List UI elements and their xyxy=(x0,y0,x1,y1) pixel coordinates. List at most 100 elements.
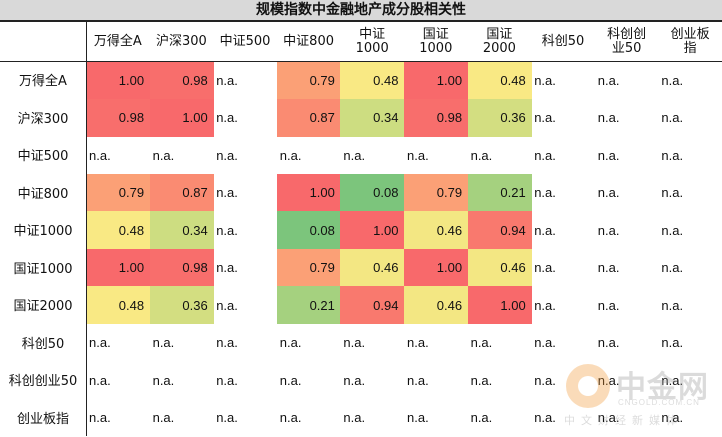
heatmap-cell-na: n.a. xyxy=(534,222,556,238)
heatmap-cell: 0.98 xyxy=(149,248,214,287)
row-header-divider xyxy=(86,22,87,436)
heatmap-cell-na: n.a. xyxy=(216,410,238,425)
heatmap-cell: 0.46 xyxy=(340,248,405,287)
heatmap-cell: 0.46 xyxy=(404,211,469,249)
heatmap-cell: 0.48 xyxy=(86,211,151,249)
heatmap-cell-na: n.a. xyxy=(407,147,429,163)
heatmap-cell-na: n.a. xyxy=(534,72,556,88)
row-header: 中证1000 xyxy=(13,224,73,240)
heatmap-cell: 0.79 xyxy=(86,173,151,212)
heatmap-cell-na: n.a. xyxy=(597,222,620,238)
heatmap-cell-na: n.a. xyxy=(534,335,556,350)
heatmap-cell-na: n.a. xyxy=(534,110,556,125)
heatmap-cell: 0.34 xyxy=(149,211,214,249)
heatmap-cell-na: n.a. xyxy=(661,335,684,350)
column-header: 科创50 xyxy=(541,33,585,49)
watermark-domain: CNGOLD.COM.CN xyxy=(618,398,700,407)
heatmap-cell: 0.36 xyxy=(467,98,532,137)
heatmap-cell: 0.94 xyxy=(467,211,532,249)
heatmap-cell-na: n.a. xyxy=(661,372,684,388)
heatmap-cell: 0.34 xyxy=(340,98,405,137)
heatmap-cell: 0.48 xyxy=(86,286,151,324)
heatmap-cell-na: n.a. xyxy=(216,297,238,313)
heatmap-cell-na: n.a. xyxy=(597,335,620,350)
heatmap-cell-na: n.a. xyxy=(343,372,366,388)
heatmap-cell-na: n.a. xyxy=(279,410,302,425)
heatmap-cell-na: n.a. xyxy=(595,361,659,399)
column-header: 国证 1000 xyxy=(419,26,453,56)
heatmap-cell-na: n.a. xyxy=(152,335,175,350)
column-header: 创业板 指 xyxy=(670,26,710,56)
heatmap-cell-na: n.a. xyxy=(534,260,556,275)
heatmap-cell-na: n.a. xyxy=(597,410,620,425)
column-header: 万得全A xyxy=(93,33,142,49)
chart-title: 规模指数中金融地产成分股相关性 xyxy=(0,0,722,22)
column-header: 中证500 xyxy=(219,33,271,49)
row-header: 科创50 xyxy=(21,336,65,352)
heatmap-cell: 1.00 xyxy=(86,61,151,99)
row-header: 沪深300 xyxy=(17,111,69,127)
heatmap-cell-na: n.a. xyxy=(661,297,684,313)
heatmap-cell: 1.00 xyxy=(149,98,214,137)
heatmap-cell-na: n.a. xyxy=(407,372,429,388)
heatmap-cell-na: n.a. xyxy=(152,147,175,163)
heatmap-cell-na: n.a. xyxy=(534,372,556,388)
heatmap-cell-na: n.a. xyxy=(216,147,238,163)
row-header: 中证500 xyxy=(17,149,69,165)
column-header: 中证800 xyxy=(283,33,334,49)
heatmap-cell-na: n.a. xyxy=(661,110,684,125)
heatmap-cell-na: n.a. xyxy=(216,110,238,125)
heatmap-cell-na: n.a. xyxy=(661,185,684,200)
watermark-slogan: 中文财经新媒体 xyxy=(564,414,683,427)
heatmap-cell: 0.98 xyxy=(86,98,151,137)
watermark: 中金网 CNGOLD.COM.CN 中文财经新媒体 xyxy=(560,362,720,432)
heatmap-cell-na: n.a. xyxy=(597,185,620,200)
column-header: 科创创 业50 xyxy=(607,26,647,56)
heatmap-cell: 0.21 xyxy=(467,173,532,212)
heatmap-cell: 0.98 xyxy=(149,61,214,99)
heatmap-cell-na: n.a. xyxy=(661,147,684,163)
heatmap-cell-na: n.a. xyxy=(216,372,238,388)
heatmap-cell-na: n.a. xyxy=(89,372,111,388)
heatmap-cell: 1.00 xyxy=(86,248,151,287)
heatmap-cell-na: n.a. xyxy=(279,147,302,163)
heatmap-cell-na: n.a. xyxy=(89,147,111,163)
heatmap-cell: 0.08 xyxy=(340,173,405,212)
heatmap-cell: 0.46 xyxy=(467,248,532,287)
heatmap-cell-na: n.a. xyxy=(152,372,175,388)
heatmap-cell-na: n.a. xyxy=(661,72,684,88)
row-header: 科创创业50 xyxy=(8,374,78,390)
heatmap-cell-na: n.a. xyxy=(470,372,493,388)
column-header: 沪深300 xyxy=(155,33,207,49)
heatmap-cell-na: n.a. xyxy=(534,297,556,313)
heatmap-cell: 1.00 xyxy=(404,248,469,287)
heatmap-cell: 1.00 xyxy=(467,286,532,324)
heatmap-grid: 万得全A 沪深300 中证500 中证800 中证 1000 国证 1000 国证 2000… xyxy=(0,22,722,436)
heatmap-cell-na: n.a. xyxy=(216,260,238,275)
heatmap-cell-na: n.a. xyxy=(661,222,684,238)
heatmap-cell: 0.21 xyxy=(276,286,341,324)
heatmap-cell: 0.94 xyxy=(340,286,405,324)
heatmap-cell: 0.48 xyxy=(340,61,405,99)
heatmap-cell-na: n.a. xyxy=(534,185,556,200)
heatmap-cell: 0.36 xyxy=(149,286,214,324)
heatmap-cell: 1.00 xyxy=(276,173,341,212)
heatmap-cell: 0.08 xyxy=(276,211,341,249)
heatmap-cell-na: n.a. xyxy=(216,72,238,88)
column-header: 中证 1000 xyxy=(355,26,389,56)
cngold-logo-icon xyxy=(566,364,610,408)
heatmap-cell-na: n.a. xyxy=(89,410,111,425)
heatmap-cell: 1.00 xyxy=(340,211,405,249)
heatmap-cell: 1.00 xyxy=(404,61,469,99)
heatmap-cell-na: n.a. xyxy=(470,335,493,350)
row-header: 国证1000 xyxy=(13,261,73,277)
heatmap-cell-na: n.a. xyxy=(661,410,684,425)
column-header-divider xyxy=(0,61,722,62)
heatmap-cell: 0.79 xyxy=(276,248,341,287)
row-header: 万得全A xyxy=(19,74,67,90)
heatmap-cell: 0.87 xyxy=(149,173,214,212)
heatmap-cell-na: n.a. xyxy=(279,335,302,350)
heatmap-cell-na: n.a. xyxy=(343,410,366,425)
heatmap-cell-na: n.a. xyxy=(343,335,366,350)
